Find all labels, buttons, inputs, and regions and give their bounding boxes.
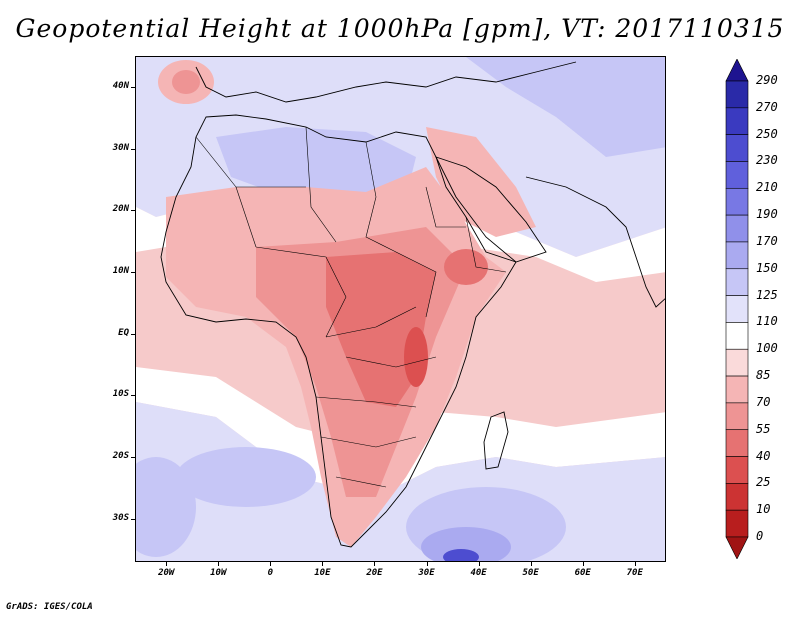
colorbar-label: 290 [756, 73, 778, 87]
colorbar-swatch [725, 59, 749, 82]
lat-tick [131, 148, 135, 150]
field-africa-red-dark [404, 327, 428, 387]
lat-tick [131, 518, 135, 520]
lon-tick [478, 562, 480, 566]
colorbar-swatch [725, 509, 749, 538]
lat-label: 30N [112, 142, 129, 153]
lon-label: 30E [418, 568, 435, 578]
lat-label: 20S [112, 451, 129, 462]
colorbar-swatch [725, 161, 749, 189]
asia-coastline [435, 156, 665, 308]
lon-tick [270, 562, 272, 566]
lat-tick [131, 333, 135, 335]
field-south-blue-deep [421, 527, 511, 561]
europe-coastline [195, 61, 577, 103]
country-borders [195, 126, 507, 488]
lon-label: 10E [314, 568, 331, 578]
lon-label: 20W [158, 568, 175, 578]
lon-label: 70E [626, 568, 643, 578]
colorbar-swatch [725, 134, 749, 162]
colorbar-label: 0 [756, 529, 764, 543]
lat-label: EQ [118, 327, 129, 338]
colorbar-swatch [725, 375, 749, 404]
grads-credit: GrADS: IGES/COLA [6, 602, 93, 612]
map-plot-area[interactable] [135, 56, 666, 562]
map-title: Geopotential Height at 1000hPa [gpm], VT… [15, 14, 785, 43]
colorbar-label: 40 [756, 448, 771, 463]
lat-label: 30S [112, 512, 129, 523]
field-north-blue-mid [466, 57, 665, 157]
lon-tick [218, 562, 220, 566]
colorbar-label: 55 [756, 421, 771, 436]
lon-label: 0 [267, 568, 274, 578]
lat-label: 40N [112, 80, 129, 91]
lat-label: 10S [112, 389, 129, 400]
colorbar-swatch [725, 107, 749, 135]
lon-label: 40E [470, 568, 487, 578]
lon-tick [322, 562, 324, 566]
lon-tick [582, 562, 584, 566]
colorbar-label: 230 [756, 153, 778, 168]
field-ethiopia-red [444, 249, 488, 285]
colorbar-label: 85 [756, 368, 771, 383]
lat-label: 10N [112, 265, 129, 276]
colorbar-label: 110 [756, 314, 778, 329]
lat-label: 20N [112, 204, 129, 215]
colorbar-label: 10 [756, 502, 771, 517]
colorbar-swatch [725, 456, 749, 484]
lon-tick [530, 562, 532, 566]
lat-tick [131, 457, 135, 459]
colorbar-label: 170 [756, 233, 778, 248]
lon-tick [426, 562, 428, 566]
colorbar [725, 59, 749, 559]
colorbar-swatch [725, 348, 749, 377]
lon-tick [374, 562, 376, 566]
lat-tick [131, 86, 135, 88]
field-sw-blue [136, 457, 196, 557]
lon-tick [166, 562, 168, 566]
colorbar-label: 270 [756, 99, 778, 114]
colorbar-label: 190 [756, 207, 778, 222]
colorbar-label: 70 [756, 394, 771, 409]
lat-tick [131, 271, 135, 273]
lon-label: 20E [366, 568, 383, 578]
africa-coastline [160, 114, 517, 548]
lat-tick [131, 210, 135, 212]
geopotential-field [136, 57, 665, 561]
colorbar-label: 210 [756, 180, 778, 195]
colorbar-label: 100 [756, 341, 778, 356]
colorbar-swatch [725, 214, 749, 243]
lat-tick [131, 395, 135, 397]
colorbar-swatch [725, 483, 749, 511]
field-south-blue-mid-a [176, 447, 316, 507]
lon-label: 10W [210, 568, 227, 578]
colorbar-label: 25 [756, 475, 771, 490]
colorbar-swatch [725, 187, 749, 216]
colorbar-swatch [725, 241, 749, 270]
field-atlantic-high-core [172, 70, 200, 94]
colorbar-swatch [725, 536, 749, 559]
colorbar-swatch [725, 80, 749, 109]
field-south-blue-dark [443, 549, 479, 561]
colorbar-swatch [725, 268, 749, 296]
colorbar-label: 125 [756, 287, 778, 302]
colorbar-swatch [725, 295, 749, 323]
colorbar-label: 150 [756, 260, 778, 275]
colorbar-swatch [725, 322, 749, 350]
lon-label: 50E [522, 568, 539, 578]
colorbar-swatch [725, 429, 749, 457]
colorbar-swatch [725, 402, 749, 431]
colorbar-label: 250 [756, 126, 778, 141]
lon-tick [634, 562, 636, 566]
lon-label: 60E [574, 568, 591, 578]
madagascar-coastline [483, 411, 509, 470]
